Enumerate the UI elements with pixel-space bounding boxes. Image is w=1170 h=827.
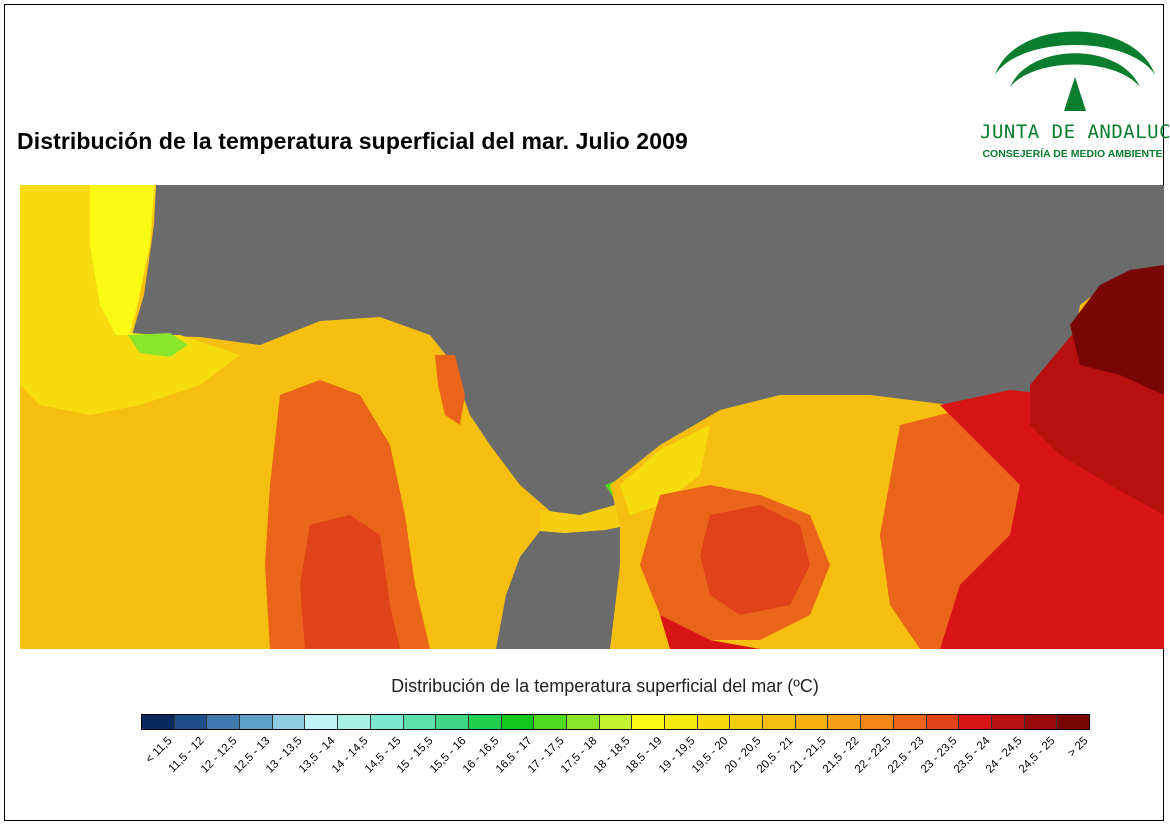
atlantic-green-spot — [128, 333, 188, 357]
cadiz-coast-warm — [435, 355, 465, 425]
legend-swatch — [305, 715, 339, 729]
legend-swatch — [240, 715, 273, 729]
legend-label: > 25 — [1065, 735, 1091, 760]
legend-swatch — [795, 715, 829, 729]
figure-frame: Distribución de la temperatura superfici… — [4, 4, 1170, 821]
logo-name: JUNTA DE ANDALUCIA — [980, 121, 1170, 143]
legend-swatch — [599, 715, 633, 729]
legend-color-bar — [141, 714, 1090, 730]
andalucia-arches-icon — [995, 31, 1155, 111]
alboran-yellow-front — [620, 425, 710, 515]
legend-swatch — [861, 715, 894, 729]
legend-swatch — [730, 715, 764, 729]
legend-swatch — [1024, 715, 1058, 729]
legend-swatch — [174, 715, 208, 729]
legend-swatch — [370, 715, 404, 729]
legend-swatch — [272, 715, 306, 729]
legend-label: < 11,5 — [143, 735, 175, 766]
legend-swatch — [338, 715, 371, 729]
legend-swatch — [534, 715, 567, 729]
sea-surface-temperature-map — [20, 185, 1164, 649]
legend-swatch — [566, 715, 600, 729]
legend-swatch — [893, 715, 927, 729]
legend-swatch — [142, 715, 175, 729]
legend-swatch — [632, 715, 665, 729]
page-title: Distribución de la temperatura superfici… — [17, 128, 688, 154]
legend-swatch — [1057, 715, 1089, 729]
legend-swatch — [207, 715, 241, 729]
legend-swatch — [436, 715, 469, 729]
legend-swatch — [468, 715, 502, 729]
legend-swatch — [828, 715, 862, 729]
legend-title: Distribución de la temperatura superfici… — [391, 676, 819, 696]
legend-swatch — [665, 715, 698, 729]
legend-swatch — [991, 715, 1025, 729]
strait-of-gibraltar — [540, 485, 640, 533]
legend-labels: < 11,5 11,5 - 12 12 - 12,5 12,5 - 13 13 - 13… — [141, 735, 1090, 795]
junta-logo: JUNTA DE ANDALUCIA CONSEJERÍA DE MEDIO A… — [980, 17, 1170, 167]
legend-swatch — [926, 715, 960, 729]
atlantic-west-coast — [90, 185, 160, 335]
eastern-med-hottest — [1070, 265, 1164, 395]
alboran-coast-hot — [660, 615, 760, 649]
atlantic-hot-core — [300, 515, 400, 649]
legend-swatch — [403, 715, 437, 729]
legend-swatch — [697, 715, 731, 729]
legend-swatch — [501, 715, 535, 729]
alboran-gyre-core — [700, 505, 810, 615]
legend-swatch — [763, 715, 796, 729]
legend-swatch — [959, 715, 992, 729]
logo-subtitle: CONSEJERÍA DE MEDIO AMBIENTE — [982, 148, 1163, 160]
